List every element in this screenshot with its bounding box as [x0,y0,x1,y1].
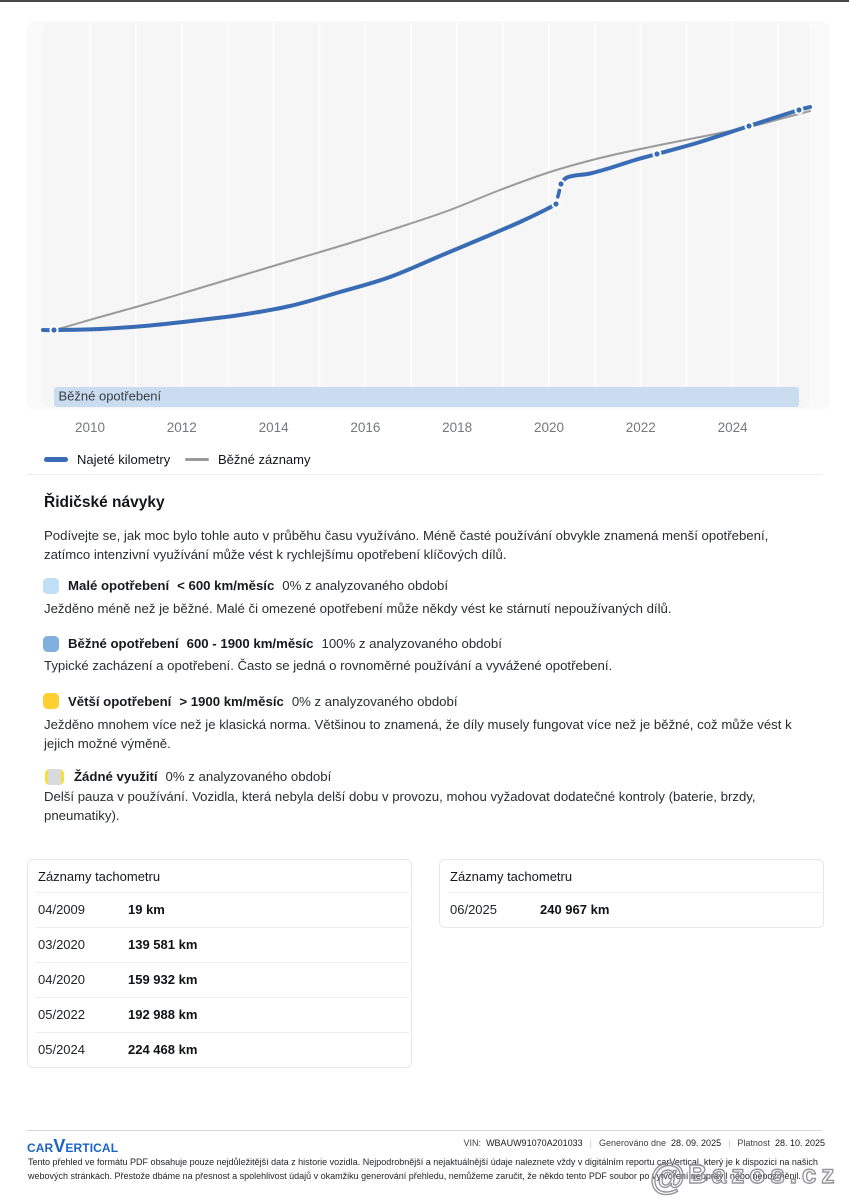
svg-text:Běžné opotřebení: Běžné opotřebení [59,389,162,404]
